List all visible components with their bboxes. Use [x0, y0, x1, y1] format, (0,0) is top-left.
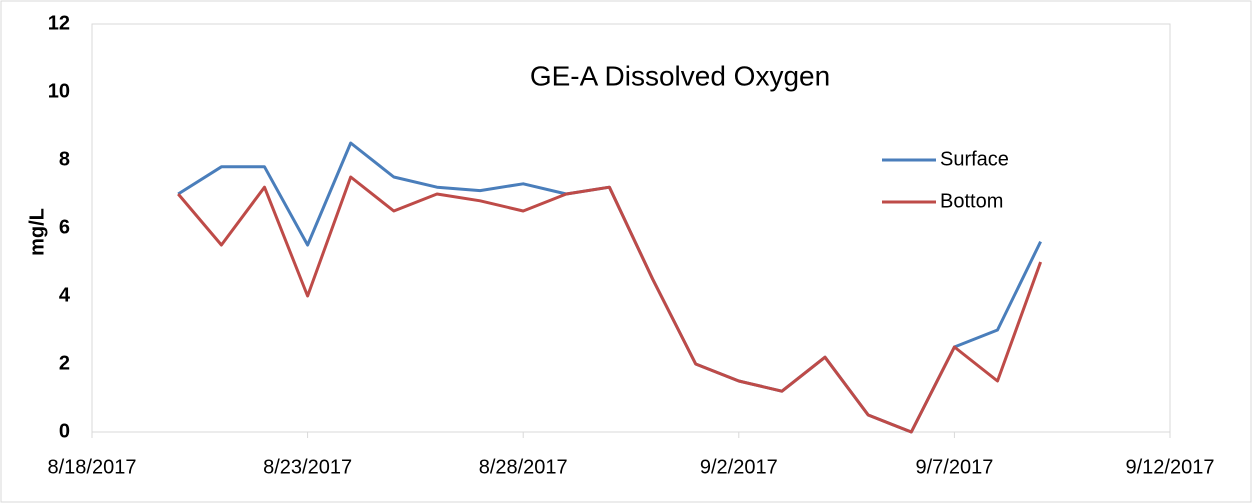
chart-title: GE-A Dissolved Oxygen: [530, 60, 830, 91]
legend-label: Surface: [940, 148, 1009, 170]
y-tick-label: 10: [48, 80, 70, 102]
y-tick-label: 12: [48, 12, 70, 34]
y-tick-label: 2: [59, 352, 70, 374]
y-tick-label: 8: [59, 148, 70, 170]
x-tick-label: 8/28/2017: [479, 456, 568, 478]
y-tick-label: 6: [59, 216, 70, 238]
data-line: [177, 175, 1043, 434]
x-tick-label: 9/2/2017: [700, 456, 778, 478]
x-tick-label: 9/12/2017: [1126, 456, 1215, 478]
x-tick-label: 9/7/2017: [915, 456, 993, 478]
legend-label: Bottom: [940, 190, 1003, 212]
y-axis-label: mg/L: [26, 208, 48, 256]
y-tick-label: 4: [59, 284, 71, 306]
x-tick-label: 8/23/2017: [263, 456, 352, 478]
x-tick-label: 8/18/2017: [48, 456, 137, 478]
y-tick-label: 0: [59, 420, 70, 442]
